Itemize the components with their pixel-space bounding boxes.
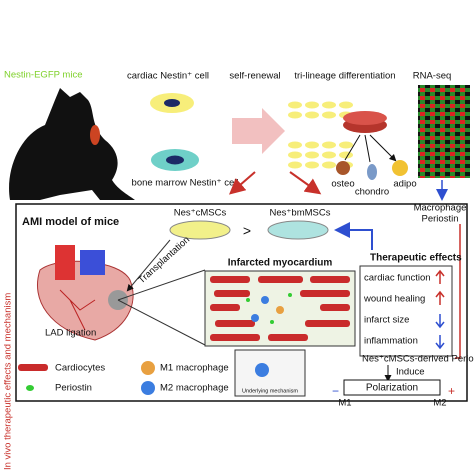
polarization-left: M1 (338, 398, 351, 409)
panel-frame (15, 203, 468, 402)
cell-grid (288, 101, 353, 169)
cell-label: bone marrow Nestin⁺ cell (132, 178, 239, 189)
dish-label: Nes⁺cMSCs (174, 208, 227, 219)
zoom-lines (117, 269, 206, 346)
side-label: In vivo therapeutic effects and mechanis… (3, 293, 14, 470)
ligation: LAD ligation (45, 328, 96, 339)
polarization-box (343, 379, 441, 396)
chondro-cell (367, 164, 377, 180)
cardiocytes (210, 276, 350, 341)
nucleus (164, 99, 180, 107)
comparison: > (243, 223, 251, 239)
cells (246, 293, 292, 324)
legend-label: M2 macrophage (160, 383, 229, 394)
osteo-cell (336, 161, 350, 175)
rna-result: Periostin (422, 214, 459, 225)
myocardium-label: Infarcted myocardium (228, 258, 333, 269)
effect: cardiac function (364, 273, 431, 284)
mechanism-source: Nes⁺cMSCs-derived Periostin (362, 354, 474, 365)
mechanism-induce: Induce (396, 367, 425, 378)
lineage: adipo (393, 179, 416, 190)
effect: infarct size (364, 315, 409, 326)
arrow (334, 222, 373, 250)
legend-label: M1 macrophage (160, 363, 229, 374)
mechanism-result: Polarization (366, 383, 418, 394)
step-label: self-renewal (229, 71, 280, 82)
big-arrow (232, 108, 285, 154)
plus: + (448, 384, 455, 398)
up-arrow (435, 269, 445, 284)
mouse-label: Nestin-EGFP mice (4, 70, 82, 81)
legend-swatch (26, 385, 34, 391)
rna-result: Macrophage (414, 203, 467, 214)
effects-title: Therapeutic effects (370, 253, 462, 264)
adipo-cell (392, 160, 408, 176)
dish-label: Nes⁺bmMSCs (270, 208, 331, 219)
legend-label: Periostin (55, 383, 92, 394)
arrow (289, 171, 322, 195)
inset (234, 349, 306, 397)
heart (36, 245, 134, 341)
dish-top (343, 111, 387, 125)
arrow (126, 239, 171, 292)
arrows (344, 134, 395, 162)
panel-title: AMI model of mice (22, 216, 119, 228)
cell-label: cardiac Nestin⁺ cell (127, 71, 209, 82)
step-label: RNA-seq (413, 71, 452, 82)
lineage: osteo (331, 179, 354, 190)
down-arrow (435, 335, 445, 350)
nucleus (166, 155, 184, 165)
connector (455, 224, 461, 359)
heatmap (418, 85, 470, 178)
legend-swatch (141, 361, 155, 375)
inset-label: Underlying mechanism (242, 388, 298, 394)
dish (169, 220, 231, 240)
effects-box (359, 265, 453, 357)
up-arrow (435, 290, 445, 305)
effect: wound healing (363, 294, 425, 305)
step-label: tri-lineage differentiation (294, 71, 395, 82)
mouse-heart (90, 125, 100, 145)
polarization-right: M2 (433, 398, 446, 409)
down-arrow (435, 314, 445, 329)
arrow (228, 171, 256, 195)
inset-cell (255, 363, 269, 377)
minus: − (332, 384, 339, 398)
transplantation: Transplantation (136, 234, 192, 286)
effect: inflammation (364, 336, 418, 347)
legend-label: Cardiocytes (55, 363, 105, 374)
lineage: chondro (355, 187, 389, 198)
mouse-silhouette (9, 88, 135, 200)
legend-swatch (18, 364, 48, 371)
dish (267, 220, 329, 240)
legend-swatch (141, 381, 155, 395)
